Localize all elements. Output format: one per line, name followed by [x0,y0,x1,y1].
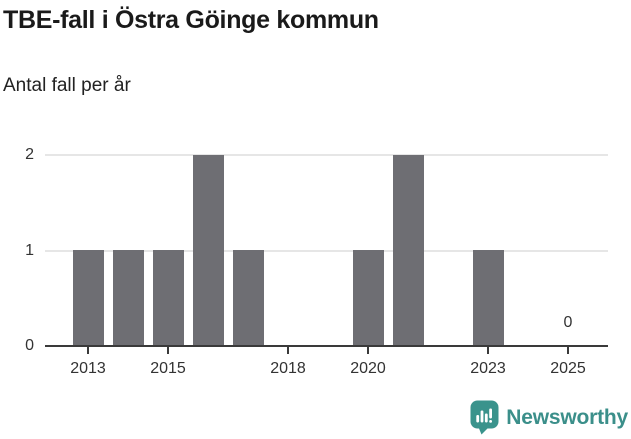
x-axis-label-2018: 2018 [270,360,306,377]
bar-2017 [233,250,264,346]
x-axis-label-2020: 2020 [350,360,386,377]
x-axis-tick-2015 [167,347,169,354]
x-axis-tick-2023 [487,347,489,354]
bar-2015 [153,250,184,346]
y-axis-label: 0 [25,337,34,354]
x-axis-tick-2013 [87,347,89,354]
x-axis-line [45,345,608,347]
gridline-y1 [45,250,608,252]
bar-2014 [113,250,144,346]
x-axis-tick-2018 [287,347,289,354]
bar-2020 [353,250,384,346]
x-axis-label-2013: 2013 [70,360,106,377]
bar-2013 [73,250,104,346]
value-label-2025: 0 [563,314,573,331]
newsworthy-logo-text: Newsworthy [506,405,628,429]
chart-title: TBE-fall i Östra Göinge kommun [3,6,379,34]
y-axis-label: 2 [25,146,34,163]
x-axis-tick-2025 [567,347,569,354]
bar-2016 [193,155,224,346]
y-axis-label: 1 [25,242,34,259]
x-axis-tick-2020 [367,347,369,354]
bar-2021 [393,155,424,346]
gridline-y2 [45,154,608,156]
newsworthy-logo: Newsworthy [470,400,628,435]
bar-2023 [473,250,504,346]
newsworthy-speech-bubble-bar-chart-icon [470,400,499,435]
x-axis-label-2023: 2023 [470,360,506,377]
x-axis-label-2025: 2025 [550,360,586,377]
x-axis-label-2015: 2015 [150,360,186,377]
chart-subtitle: Antal fall per år [3,75,131,96]
